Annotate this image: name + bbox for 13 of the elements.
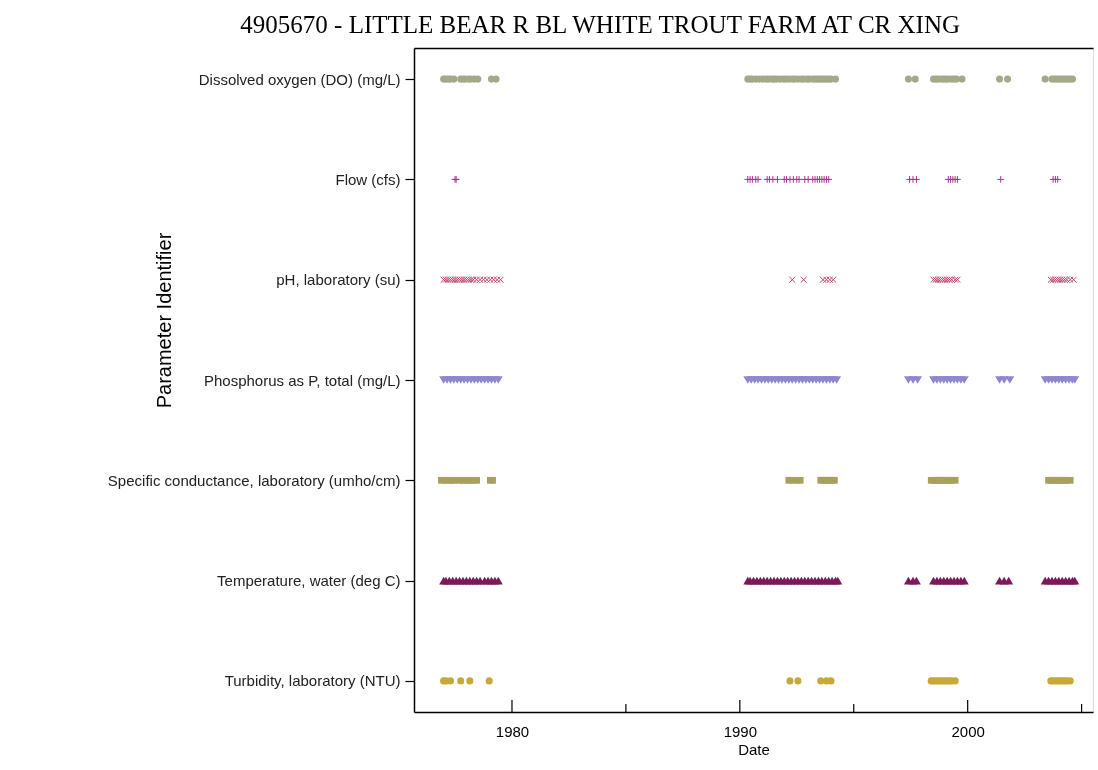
- y-tick-label: Temperature, water (deg C): [217, 572, 401, 590]
- x-tick-label: 2000: [951, 722, 985, 740]
- y-tick-label: Phosphorus as P, total (mg/L): [204, 371, 401, 389]
- x-tick-label: 1990: [723, 722, 758, 740]
- y-tick-label: Flow (cfs): [335, 170, 401, 188]
- y-tick-label: Specific conductance, laboratory (umho/cm): [107, 471, 401, 489]
- y-tick-label: pH, laboratory (su): [276, 271, 401, 289]
- y-axis-title: Parameter Identifier: [152, 232, 175, 409]
- y-tick-label: Turbidity, laboratory (NTU): [224, 672, 401, 690]
- x-axis-title: Date: [738, 740, 770, 758]
- chart-title: 4905670 - LITTLE BEAR R BL WHITE TROUT FARM AT CR XING: [240, 11, 961, 38]
- y-tick-label: Dissolved oxygen (DO) (mg/L): [198, 70, 401, 88]
- x-tick-label: 1980: [495, 722, 530, 740]
